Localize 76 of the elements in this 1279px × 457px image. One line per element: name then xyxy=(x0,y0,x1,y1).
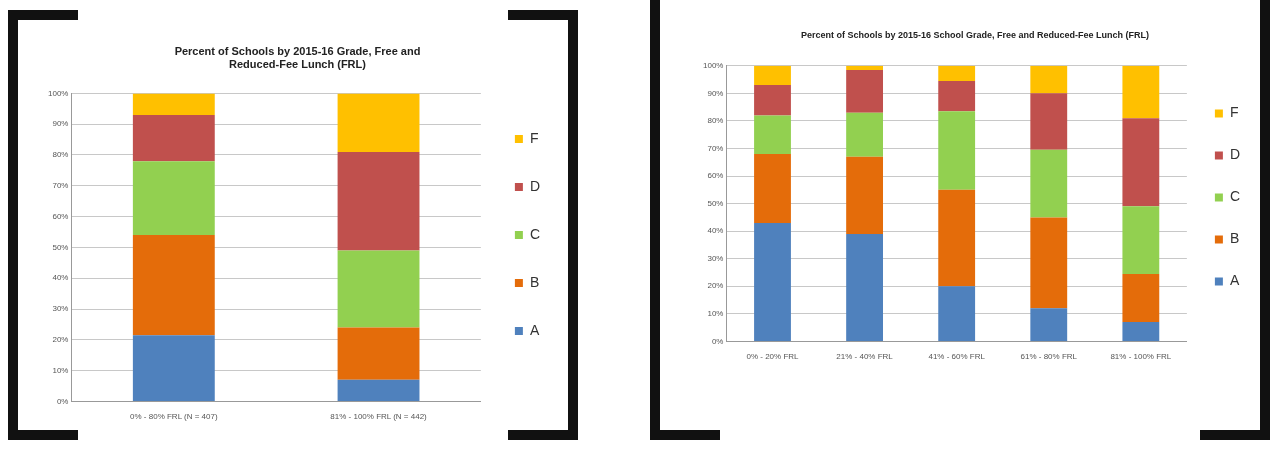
legend-label: D xyxy=(529,177,541,194)
bar xyxy=(846,112,884,157)
y-tick-label: 0% xyxy=(711,336,724,346)
bar xyxy=(938,189,976,287)
bar xyxy=(754,85,791,116)
legend-label: B xyxy=(1229,230,1240,247)
y-tick-label: 70% xyxy=(707,143,724,153)
y-tick-label: 10% xyxy=(52,365,69,375)
y-tick-label: 70% xyxy=(52,181,69,190)
y-tick-label: 30% xyxy=(707,253,724,263)
y-tick-label: 50% xyxy=(52,242,69,252)
bar xyxy=(1122,273,1160,323)
legend-label: C xyxy=(1229,188,1241,205)
bar xyxy=(1030,308,1068,341)
x-tick-label: 0% - 80% FRL (N = 407) xyxy=(130,412,218,422)
y-tick-label: 80% xyxy=(52,150,69,160)
bar xyxy=(1030,149,1068,218)
bar xyxy=(846,65,884,70)
bar xyxy=(1030,93,1068,150)
bar xyxy=(1122,322,1160,341)
bar xyxy=(846,156,884,234)
bar xyxy=(337,151,420,251)
legend-label: A xyxy=(1229,272,1240,289)
x-tick-label: 61% - 80% FRL xyxy=(1020,352,1078,362)
y-tick-label: 0% xyxy=(56,396,69,406)
bar xyxy=(337,379,420,401)
y-tick-label: 30% xyxy=(52,304,69,314)
y-tick-label: 100% xyxy=(47,88,69,98)
y-tick-label: 100% xyxy=(702,61,724,70)
bar xyxy=(132,335,215,401)
x-tick-label: 81% - 100% FRL (N = 442) xyxy=(330,412,428,422)
legend-label: C xyxy=(529,225,541,242)
y-tick-label: 40% xyxy=(707,226,724,236)
bar xyxy=(337,250,420,328)
bar xyxy=(938,80,976,112)
bar xyxy=(1030,217,1068,309)
bar xyxy=(337,327,420,380)
y-tick-label: 10% xyxy=(707,309,724,319)
y-tick-label: 40% xyxy=(52,273,69,283)
legend-label: D xyxy=(1229,146,1241,163)
y-tick-label: 60% xyxy=(707,171,724,181)
x-tick-label: 41% - 60% FRL xyxy=(928,352,986,362)
x-tick-label: 0% - 20% FRL xyxy=(746,352,800,362)
bar xyxy=(1122,206,1160,274)
bar xyxy=(938,286,976,341)
bar xyxy=(1030,65,1068,94)
legend-label: F xyxy=(529,129,539,146)
x-tick-label: 21% - 40% FRL xyxy=(836,352,894,362)
bar xyxy=(1122,118,1160,207)
y-tick-label: 90% xyxy=(707,88,724,98)
legend-label: B xyxy=(529,273,540,290)
bar xyxy=(846,69,884,113)
legend-label: A xyxy=(529,321,540,338)
bar xyxy=(938,65,976,81)
bar xyxy=(846,233,884,341)
bar xyxy=(132,235,215,336)
bar xyxy=(132,114,215,162)
y-tick-label: 20% xyxy=(707,281,724,291)
chart-title: Percent of Schools by 2015-16 Grade, Free and Reduced-Fee Lunch (FRL) xyxy=(174,44,421,70)
y-tick-label: 80% xyxy=(707,116,724,126)
bar xyxy=(754,115,791,154)
y-tick-label: 50% xyxy=(707,198,724,208)
legend-label: F xyxy=(1229,104,1239,121)
y-tick-label: 20% xyxy=(52,335,69,344)
bar xyxy=(754,65,791,86)
bar xyxy=(337,93,420,152)
bar xyxy=(132,161,215,236)
bar xyxy=(938,111,976,190)
bar xyxy=(754,153,791,223)
bar xyxy=(1122,65,1160,119)
x-tick-label: 81% - 100% FRL xyxy=(1110,352,1172,362)
bar xyxy=(132,93,215,115)
y-tick-label: 60% xyxy=(52,211,69,221)
chart-title: Percent of Schools by 2015-16 School Grade, Free and Reduced-Fee Lunch (FRL) xyxy=(800,29,1150,40)
bar xyxy=(754,222,791,341)
y-tick-label: 90% xyxy=(52,119,69,129)
